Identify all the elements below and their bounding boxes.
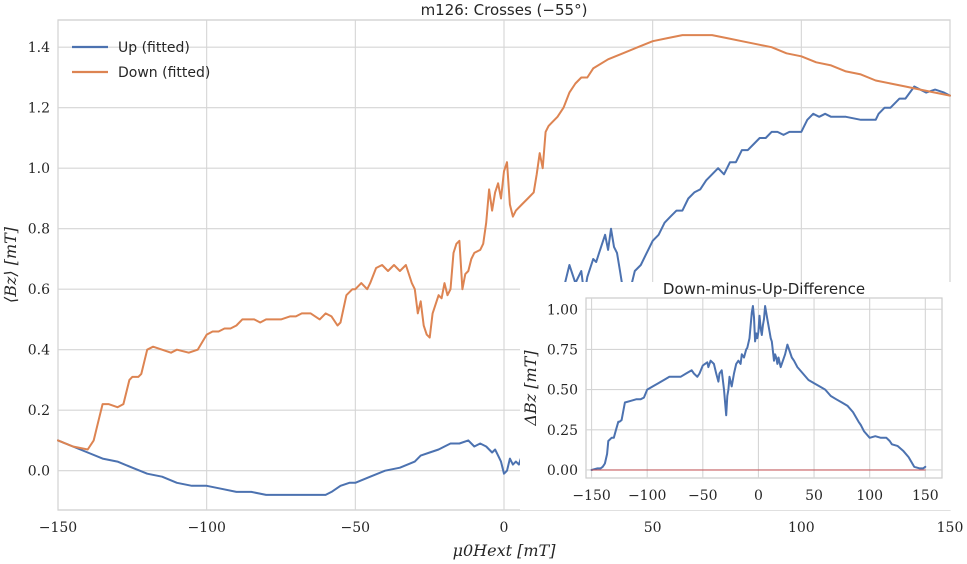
inset-x-tick-label: 100 xyxy=(856,488,883,504)
main-y-tick-label: 0.4 xyxy=(28,343,50,359)
main-y-tick-label: 1.4 xyxy=(28,40,50,56)
main-x-tick-label: 0 xyxy=(500,520,509,536)
inset-x-tick-label: −50 xyxy=(688,488,718,504)
main-x-tick-label: 100 xyxy=(788,520,815,536)
inset-x-tick-label: 50 xyxy=(805,488,823,504)
main-y-tick-label: 0.8 xyxy=(28,222,50,238)
inset-y-tick-label: 1.00 xyxy=(547,302,578,318)
inset-y-axis-label: ΔBz [mT] xyxy=(521,350,540,427)
inset-y-tick-label: 0.00 xyxy=(547,463,578,479)
main-y-tick-label: 0.6 xyxy=(28,282,50,298)
main-series-line-1 xyxy=(57,34,951,451)
main-x-tick-label: 150 xyxy=(937,520,964,536)
inset-lines xyxy=(590,305,927,471)
main-x-tick-label: −150 xyxy=(39,520,77,536)
main-y-tick-label: 0.0 xyxy=(28,464,50,480)
main-y-axis-label: ⟨Bz⟩ [mT] xyxy=(1,226,20,303)
legend-label-up: Up (fitted) xyxy=(118,40,190,56)
legend-label-down: Down (fitted) xyxy=(118,65,210,81)
main-x-tick-label: −50 xyxy=(341,520,371,536)
inset-plot-area xyxy=(585,297,943,479)
main-y-tick-labels: 0.0 0.2 0.4 0.6 0.8 1.0 1.2 1.4 xyxy=(28,40,50,479)
main-y-tick-label: 1.2 xyxy=(28,101,50,117)
legend: Up (fitted) Down (fitted) xyxy=(72,40,210,81)
main-x-tick-label: −100 xyxy=(187,520,225,536)
inset-x-tick-labels: −150 −100 −50 0 50 100 150 xyxy=(572,488,938,504)
inset-x-tick-label: −100 xyxy=(628,488,666,504)
inset-x-tick-label: 150 xyxy=(912,488,939,504)
main-y-tick-label: 1.0 xyxy=(28,161,50,177)
inset-chart: −150 −100 −50 0 50 100 150 0.00 0.25 0.50 0.75 1.0… xyxy=(520,280,960,510)
inset-y-tick-label: 0.50 xyxy=(547,383,578,399)
inset-series-line-0 xyxy=(590,305,927,471)
inset-x-tick-label: −150 xyxy=(572,488,610,504)
inset-x-tick-label: 0 xyxy=(754,488,763,504)
inset-y-tick-label: 0.75 xyxy=(547,342,578,358)
inset-y-tick-label: 0.25 xyxy=(547,423,578,439)
main-x-axis-label: μ0Hext [mT] xyxy=(453,541,557,560)
main-y-tick-label: 0.2 xyxy=(28,403,50,419)
inset-y-tick-labels: 0.00 0.25 0.50 0.75 1.00 xyxy=(547,302,578,479)
main-x-tick-labels: −150 −100 −50 0 50 100 150 xyxy=(39,520,964,536)
main-x-tick-label: 50 xyxy=(644,520,662,536)
inset-chart-title: Down-minus-Up-Difference xyxy=(663,280,865,298)
main-chart-title: m126: Crosses (−55°) xyxy=(421,1,588,19)
